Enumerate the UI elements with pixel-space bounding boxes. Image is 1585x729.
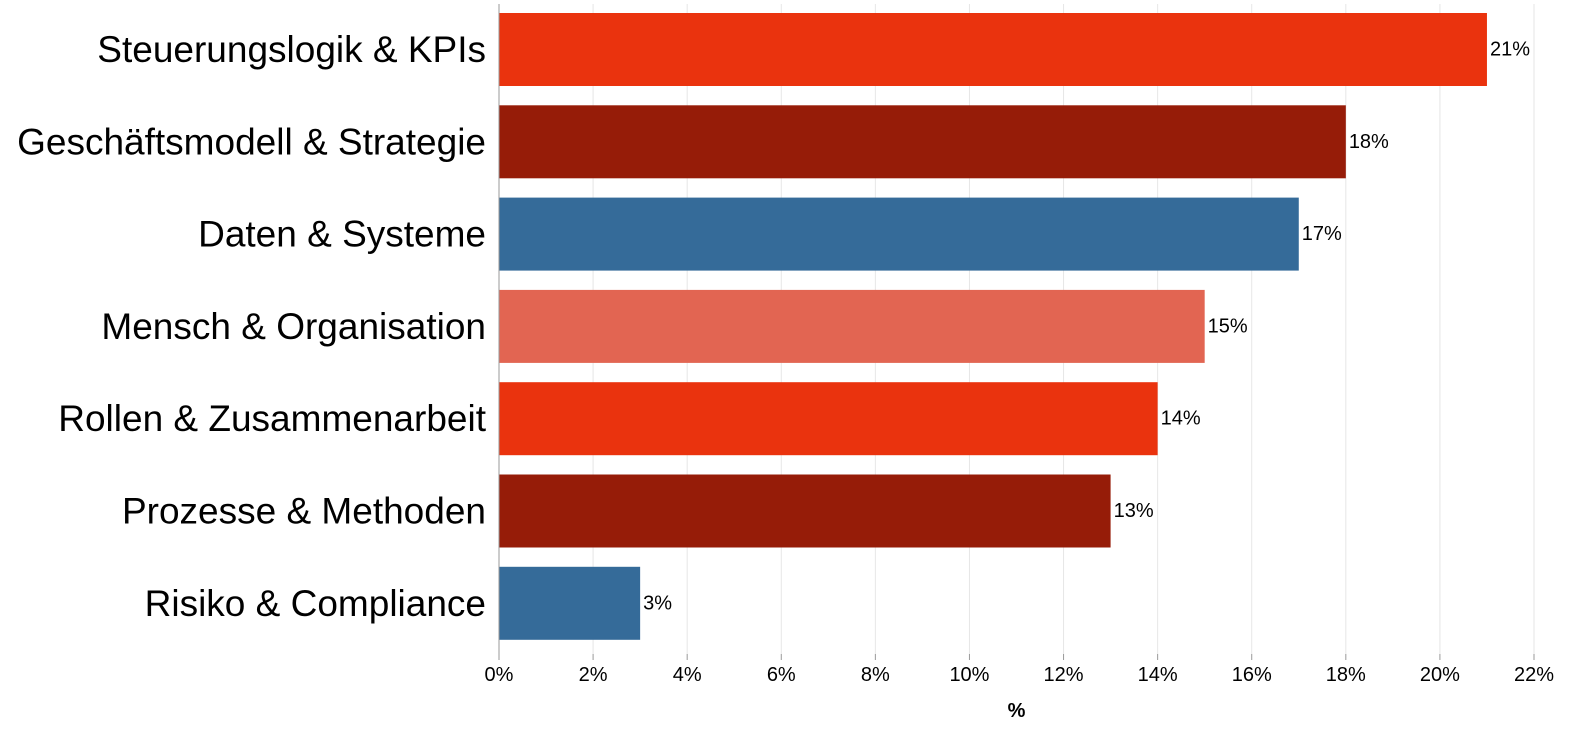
x-axis-title: % <box>1008 700 1026 722</box>
x-tick-label-8: 8% <box>861 664 890 686</box>
data-label-5: 14% <box>1161 408 1201 430</box>
x-tick-label-6: 6% <box>767 664 796 686</box>
bars <box>499 13 1487 640</box>
data-label-6: 13% <box>1114 500 1154 522</box>
data-label-3: 17% <box>1302 223 1342 245</box>
x-axis-tick-labels: 0% 2% 4% 6% 8% 10% 12% 14% 16% 18% 20% 22% <box>485 654 1554 686</box>
x-tick-label-2: 2% <box>579 664 608 686</box>
data-label-7: 3% <box>643 592 672 614</box>
data-labels: 21% 18% 17% 15% 14% 13% 3% <box>643 39 1530 615</box>
x-tick-label-14: 14% <box>1138 664 1178 686</box>
x-tick-label-10: 10% <box>949 664 989 686</box>
bar-2 <box>499 105 1346 179</box>
data-label-2: 18% <box>1349 131 1389 153</box>
bar-5 <box>499 382 1158 456</box>
x-tick-label-4: 4% <box>673 664 702 686</box>
bar-3 <box>499 197 1299 271</box>
category-label-4: Mensch & Organisation <box>101 306 486 347</box>
x-tick-label-22: 22% <box>1514 664 1554 686</box>
x-tick-label-18: 18% <box>1326 664 1366 686</box>
x-tick-label-0: 0% <box>485 664 514 686</box>
category-label-3: Daten & Systeme <box>198 214 486 255</box>
x-tick-label-12: 12% <box>1044 664 1084 686</box>
bar-4 <box>499 289 1205 363</box>
bar-1 <box>499 13 1487 86</box>
category-label-1: Steuerungslogik & KPIs <box>97 29 486 70</box>
x-tick-label-20: 20% <box>1420 664 1460 686</box>
category-label-2: Geschäftsmodell & Strategie <box>17 121 486 162</box>
bar-6 <box>499 474 1111 548</box>
category-label-5: Rollen & Zusammenarbeit <box>58 398 486 439</box>
x-tick-label-16: 16% <box>1232 664 1272 686</box>
data-label-4: 15% <box>1208 315 1248 337</box>
category-label-7: Risiko & Compliance <box>145 583 486 624</box>
category-label-6: Prozesse & Methoden <box>122 491 486 532</box>
category-labels: Steuerungslogik & KPIs Geschäftsmodell & … <box>17 29 487 624</box>
bar-7 <box>499 566 641 640</box>
data-label-1: 21% <box>1490 39 1530 61</box>
